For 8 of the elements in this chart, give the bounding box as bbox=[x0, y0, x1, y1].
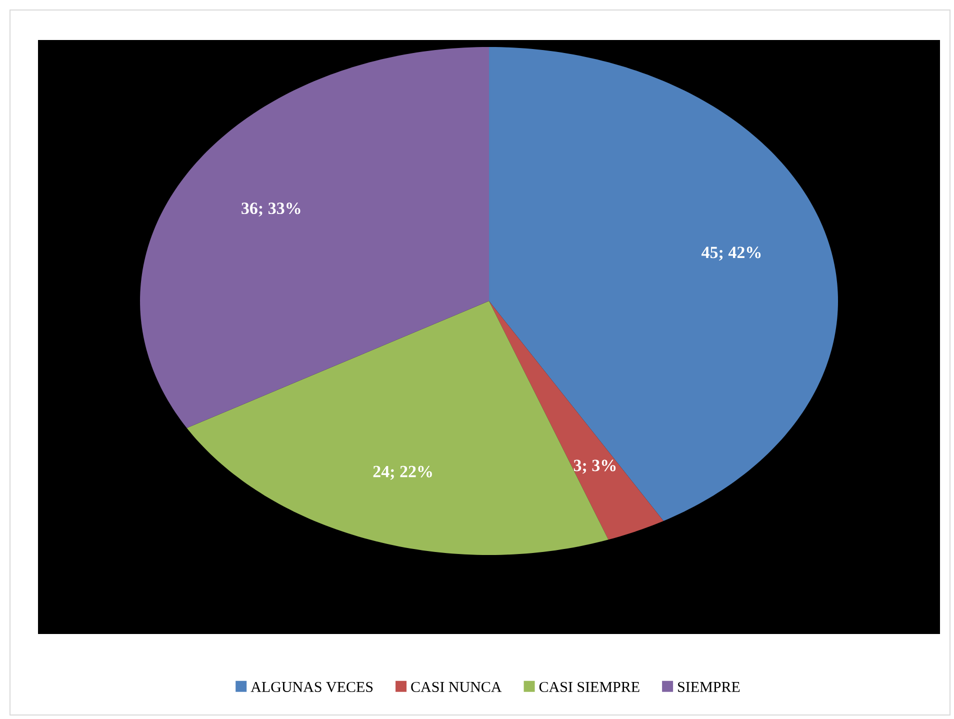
legend-label: CASI NUNCA bbox=[411, 682, 502, 692]
data-label: 24; 22% bbox=[373, 466, 432, 480]
data-label: 3; 3% bbox=[574, 460, 616, 474]
data-label: 45; 42% bbox=[702, 246, 761, 261]
legend-label: CASI SIEMPRE bbox=[539, 682, 640, 692]
data-label: 36; 33% bbox=[242, 202, 300, 217]
legend-label: ALGUNAS VECES bbox=[250, 682, 373, 692]
legend-label: SIEMPRE bbox=[678, 682, 740, 692]
